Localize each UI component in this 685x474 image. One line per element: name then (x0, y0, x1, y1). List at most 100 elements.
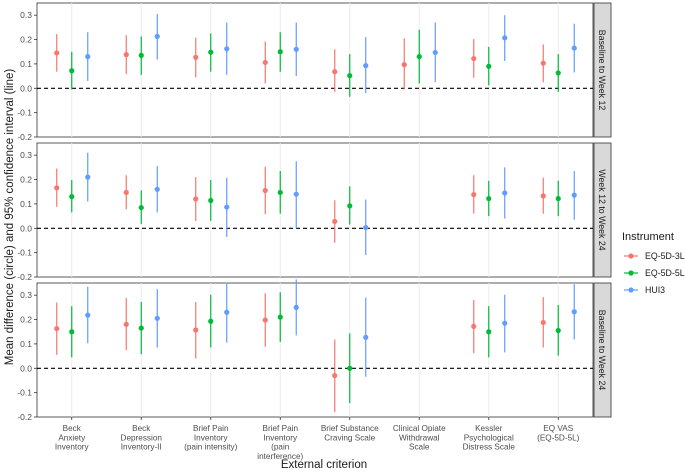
x-tick-label-line: Beck (63, 424, 82, 433)
x-tick-label-line: Brief Pain (193, 424, 229, 433)
mean-point (154, 186, 160, 192)
y-tick-label: -0.1 (17, 108, 32, 118)
mean-point (154, 33, 160, 39)
mean-point (347, 365, 353, 371)
y-tick-label: 0.0 (20, 223, 32, 233)
x-tick-label-line: Inventory-II (121, 443, 162, 452)
mean-point (123, 52, 129, 58)
legend-entry-label: EQ-5D-3L (645, 251, 685, 261)
panel: -0.2 -0.1 0.0 0.1 0.2 0.3 Week 12 to Week 24 (17, 142, 612, 282)
mean-point (332, 69, 338, 75)
mean-point (69, 68, 75, 74)
mean-point (432, 49, 438, 56)
mean-point (555, 327, 561, 334)
mean-point (54, 185, 60, 191)
mean-point (471, 192, 477, 198)
panels: -0.2 -0.1 0.0 0.1 0.2 0.3 Baseline to Week 12 -… (17, 2, 612, 422)
mean-point (193, 196, 199, 202)
y-tick-label: 0.0 (20, 83, 32, 93)
panel-frame (36, 2, 594, 138)
x-tick-label-line: Inventory (55, 443, 90, 452)
x-tick-label-line: Scale (409, 443, 430, 452)
panel: -0.2 -0.1 0.0 0.1 0.2 0.3 Baseline to Week 12 (17, 2, 612, 142)
x-tick-label-line: interference) (257, 452, 303, 461)
mean-point (571, 192, 577, 198)
mean-point (555, 70, 561, 76)
x-tick-label: Brief Pain Inventory (pain interference) (257, 424, 303, 461)
mean-point (347, 203, 353, 209)
mean-point (193, 54, 199, 60)
y-tick-label: 0.3 (20, 290, 32, 300)
legend-entry-label: EQ-5D-5L (645, 268, 685, 278)
mean-point (85, 174, 91, 180)
mean-point (502, 35, 508, 41)
y-tick-label: -0.1 (17, 248, 32, 258)
mean-point (208, 49, 214, 55)
x-tick-label: Brief Pain Inventory (pain intensity) (184, 424, 238, 452)
mean-point (293, 304, 299, 310)
x-tick-label-line: (pain (271, 443, 290, 452)
mean-point (471, 55, 477, 62)
mean-point (332, 218, 338, 225)
facet-strip (593, 282, 612, 418)
legend-title: Instrument (622, 231, 674, 243)
x-tick-label-line: Craving Scale (324, 433, 375, 442)
y-tick-label: 0.0 (20, 363, 32, 373)
facet-strip-label: Week 12 to Week 24 (597, 169, 607, 250)
mean-point (401, 62, 407, 68)
facet-strip (593, 2, 612, 138)
mean-point (208, 318, 214, 324)
y-tick-label: 0.1 (20, 199, 32, 209)
facet-strip-label: Baseline to Week 24 (597, 310, 607, 391)
x-tick-label-line: Psychological (464, 433, 514, 442)
mean-point (277, 314, 283, 320)
y-tick-label: -0.1 (17, 388, 32, 398)
mean-point (471, 323, 477, 329)
mean-point (502, 190, 508, 196)
facet-strip (593, 142, 612, 278)
mean-point (293, 46, 299, 52)
y-tick-label: -0.2 (17, 132, 32, 142)
mean-point (138, 325, 144, 331)
x-tick-label-line: Kessler (475, 424, 503, 433)
mean-point (224, 204, 230, 210)
mean-point (224, 309, 230, 315)
y-tick-label: 0.3 (20, 10, 32, 20)
mean-point (138, 52, 144, 58)
mean-point (486, 329, 492, 335)
x-tick-label-line: EQ VAS (543, 424, 573, 433)
y-tick-label: -0.2 (17, 272, 32, 282)
mean-point (208, 197, 214, 204)
x-axis-label: External criterion (281, 459, 367, 471)
facet-strip-label: Baseline to Week 12 (597, 30, 607, 111)
mean-point (540, 60, 546, 66)
mean-point (85, 54, 91, 60)
mean-point (262, 59, 268, 66)
mean-point (85, 312, 91, 318)
mean-point (69, 329, 75, 335)
mean-point (416, 54, 422, 60)
mean-point (277, 189, 283, 196)
x-tick-label: Kessler Psychological Distress Scale (463, 424, 516, 452)
mean-point (277, 49, 283, 55)
mean-point (123, 189, 129, 196)
y-tick-label: -0.2 (17, 412, 32, 422)
mean-point (332, 372, 338, 379)
mean-point (262, 187, 268, 194)
mean-point (540, 319, 546, 326)
y-tick-label: 0.1 (20, 59, 32, 69)
y-tick-label: 0.2 (20, 315, 32, 325)
mean-point (571, 309, 577, 315)
mean-point (154, 315, 160, 321)
x-tick-label-line: Depression (121, 433, 163, 442)
mean-point (224, 46, 230, 52)
mean-point (363, 334, 369, 340)
mean-point (540, 193, 546, 199)
mean-point (363, 224, 369, 231)
x-tick-label-line: Distress Scale (463, 443, 516, 452)
x-tick-label-line: Inventory (194, 433, 229, 442)
mean-point (54, 325, 60, 332)
mean-point (363, 63, 369, 69)
